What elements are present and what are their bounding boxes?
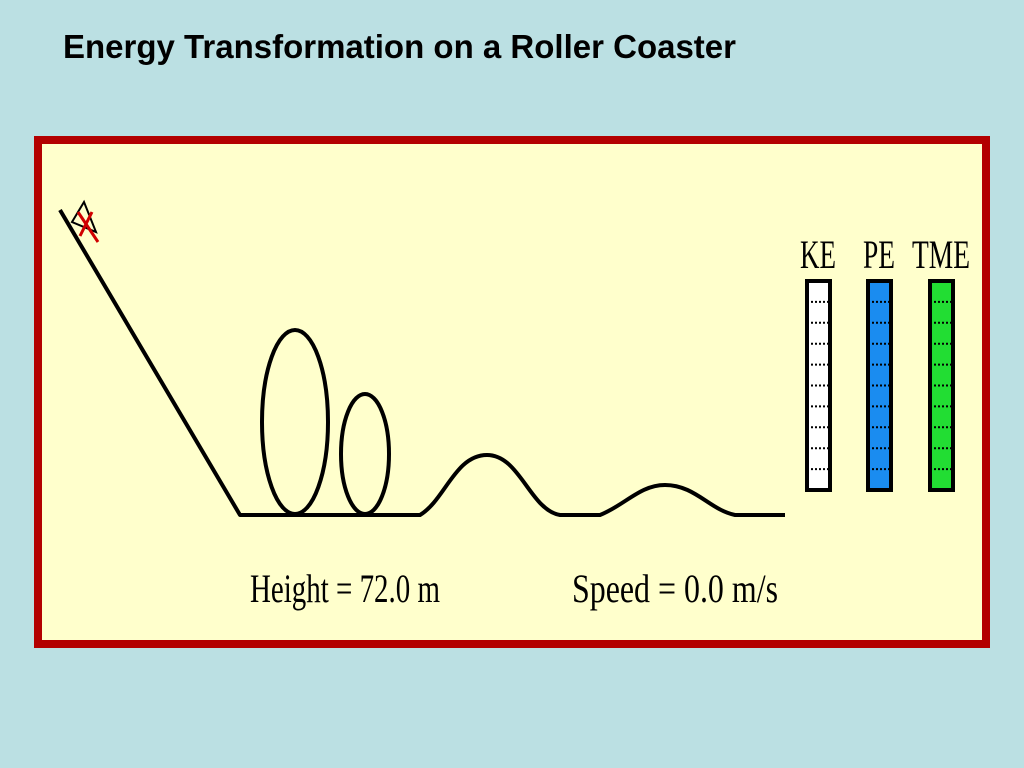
tme-meter: [928, 279, 955, 492]
meters: KE PE TME: [800, 232, 970, 492]
simulation-frame: [34, 136, 990, 648]
pe-meter: [866, 279, 893, 492]
title: Energy Transformation on a Roller Coaste…: [63, 28, 736, 65]
height-readout: Height = 72.0 m: [250, 566, 440, 611]
cart-rider: [76, 211, 100, 243]
loop: [260, 328, 330, 516]
loop: [339, 392, 391, 516]
meter-label: TME: [912, 232, 970, 277]
speed-readout: Speed = 0.0 m/s: [572, 566, 778, 611]
track: [58, 208, 785, 517]
cart: [70, 199, 100, 243]
ke-meter: [805, 279, 832, 492]
meter-label: KE: [800, 232, 836, 277]
meter-label: PE: [863, 232, 895, 277]
track-line: [58, 208, 785, 517]
